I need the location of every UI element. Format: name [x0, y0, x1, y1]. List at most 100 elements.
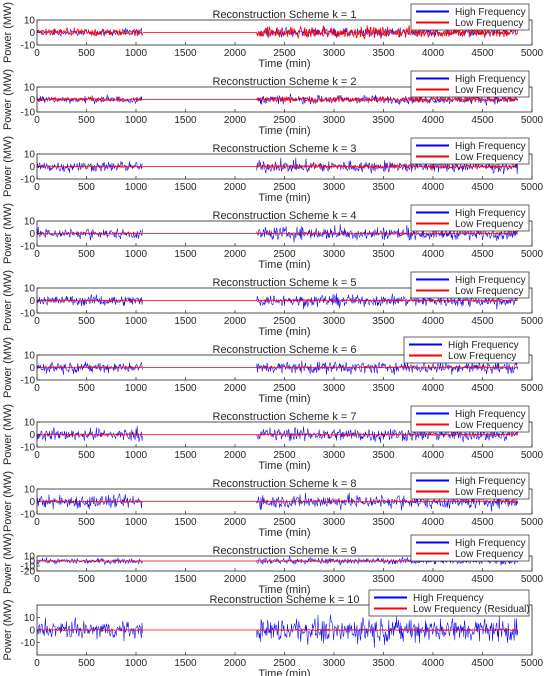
legend-box	[410, 70, 530, 98]
x-tick-label: 2000	[224, 115, 247, 126]
legend-label: High Frequency	[413, 593, 484, 604]
x-tick-label: 4000	[422, 383, 445, 394]
x-tick-label: 1000	[125, 249, 148, 260]
x-tick-label: 1500	[174, 383, 197, 394]
subplot-title: Reconstruction Scheme k = 5	[213, 277, 357, 289]
x-tick-label: 0	[34, 48, 40, 59]
x-tick-label: 3500	[372, 249, 395, 260]
legend-label: Low Frequency	[455, 152, 523, 163]
x-tick-label: 4000	[422, 249, 445, 260]
x-tick-label: 3500	[372, 316, 395, 327]
x-tick-label: 5000	[521, 182, 544, 193]
y-axis-label: Power (MW)	[2, 533, 14, 594]
x-tick-label: 4500	[471, 182, 494, 193]
x-tick-label: 5000	[521, 450, 544, 461]
y-tick-label: -10	[21, 562, 36, 573]
x-tick-label: 4000	[422, 182, 445, 193]
subplot-2: 0 500 1000 1500 2000 2500 3000 3500 4000 4500 5000…	[2, 69, 544, 137]
legend-label: Low Frequency	[455, 219, 523, 230]
subplot-title: Reconstruction Scheme k = 8	[213, 478, 357, 490]
subplot-3: 0 500 1000 1500 2000 2500 3000 3500 4000 4500 5000…	[2, 136, 544, 204]
y-tick-label: -10	[21, 443, 36, 454]
x-tick-label: 3500	[372, 383, 395, 394]
x-tick-label: 0	[34, 658, 40, 669]
x-axis-label: Time (min)	[258, 192, 310, 204]
x-tick-label: 2500	[273, 249, 296, 260]
x-tick-label: 5000	[521, 316, 544, 327]
y-tick-label: 0	[29, 296, 35, 307]
y-tick-label: 0	[29, 497, 35, 508]
x-tick-label: 500	[78, 182, 95, 193]
y-axis-label: Power (MW)	[2, 270, 14, 331]
series-low-frequency-line	[36, 95, 519, 104]
subplot-title: Reconstruction Scheme k = 10	[209, 594, 359, 606]
subplot-8: 0 500 1000 1500 2000 2500 3000 3500 4000 4500 5000…	[2, 471, 544, 539]
legend-label: Low Frequency	[455, 18, 523, 29]
subplot-10: 0 500 1000 1500 2000 2500 3000 3500 4000 4500 5000…	[2, 589, 544, 676]
x-tick-label: 3500	[372, 574, 395, 585]
series-low-frequency-line	[36, 231, 518, 236]
x-tick-label: 4500	[471, 115, 494, 126]
subplot-1: 0 500 1000 1500 2000 2500 3000 3500 4000 4500 5000…	[2, 2, 544, 70]
subplot-title: Reconstruction Scheme k = 2	[213, 76, 357, 88]
legend-label: High Frequency	[455, 538, 526, 549]
x-tick-label: 1000	[125, 115, 148, 126]
x-tick-label: 3000	[323, 249, 346, 260]
subplot-7: 0 500 1000 1500 2000 2500 3000 3500 4000 4500 5000…	[2, 404, 544, 472]
y-tick-label: -10	[21, 41, 36, 52]
subplot-4: 0 500 1000 1500 2000 2500 3000 3500 4000 4500 5000…	[2, 203, 544, 271]
x-tick-label: 2500	[273, 450, 296, 461]
x-tick-label: 1000	[125, 316, 148, 327]
x-tick-label: 4500	[471, 249, 494, 260]
y-tick-label: 10	[24, 284, 36, 295]
series-low-frequency-line	[36, 25, 519, 41]
x-tick-label: 4500	[471, 574, 494, 585]
y-tick-label: 10	[24, 83, 36, 94]
x-tick-label: 1000	[125, 48, 148, 59]
x-tick-label: 2000	[224, 517, 247, 528]
y-axis-label: Power (MW)	[2, 69, 14, 130]
x-tick-label: 4000	[422, 115, 445, 126]
x-tick-label: 1000	[125, 574, 148, 585]
y-tick-label: 0	[29, 162, 35, 173]
x-tick-label: 0	[34, 383, 40, 394]
x-axis-label: Time (min)	[258, 584, 310, 596]
x-tick-label: 2500	[273, 383, 296, 394]
x-tick-label: 500	[78, 574, 95, 585]
x-tick-label: 500	[78, 48, 95, 59]
y-tick-label: 0	[29, 557, 35, 568]
subplot-5: 0 500 1000 1500 2000 2500 3000 3500 4000 4500 5000…	[2, 270, 544, 338]
x-tick-label: 2000	[224, 383, 247, 394]
x-tick-label: 2000	[224, 658, 247, 669]
subplot-title: Reconstruction Scheme k = 7	[213, 411, 357, 423]
x-tick-label: 1500	[174, 115, 197, 126]
x-tick-label: 4000	[422, 450, 445, 461]
legend-label: High Frequency	[455, 208, 526, 219]
x-tick-label: 3000	[323, 574, 346, 585]
subplot-title: Reconstruction Scheme k = 4	[213, 210, 357, 222]
x-tick-label: 3500	[372, 115, 395, 126]
y-tick-label: -10	[21, 510, 36, 521]
x-tick-label: 3000	[323, 383, 346, 394]
x-tick-label: 3000	[323, 182, 346, 193]
legend-label: High Frequency	[448, 340, 519, 351]
x-tick-label: 5000	[521, 115, 544, 126]
legend-label: High Frequency	[455, 141, 526, 152]
x-tick-label: 4500	[471, 48, 494, 59]
x-tick-label: 2000	[224, 574, 247, 585]
legend-label: Low Frequency	[455, 487, 523, 498]
x-tick-label: 1500	[174, 574, 197, 585]
legend-box	[410, 472, 530, 500]
legend-box	[368, 589, 530, 617]
x-tick-label: 4500	[471, 450, 494, 461]
x-tick-label: 0	[34, 574, 40, 585]
x-tick-label: 500	[78, 658, 95, 669]
legend-label: High Frequency	[455, 409, 526, 420]
x-tick-label: 3000	[323, 517, 346, 528]
